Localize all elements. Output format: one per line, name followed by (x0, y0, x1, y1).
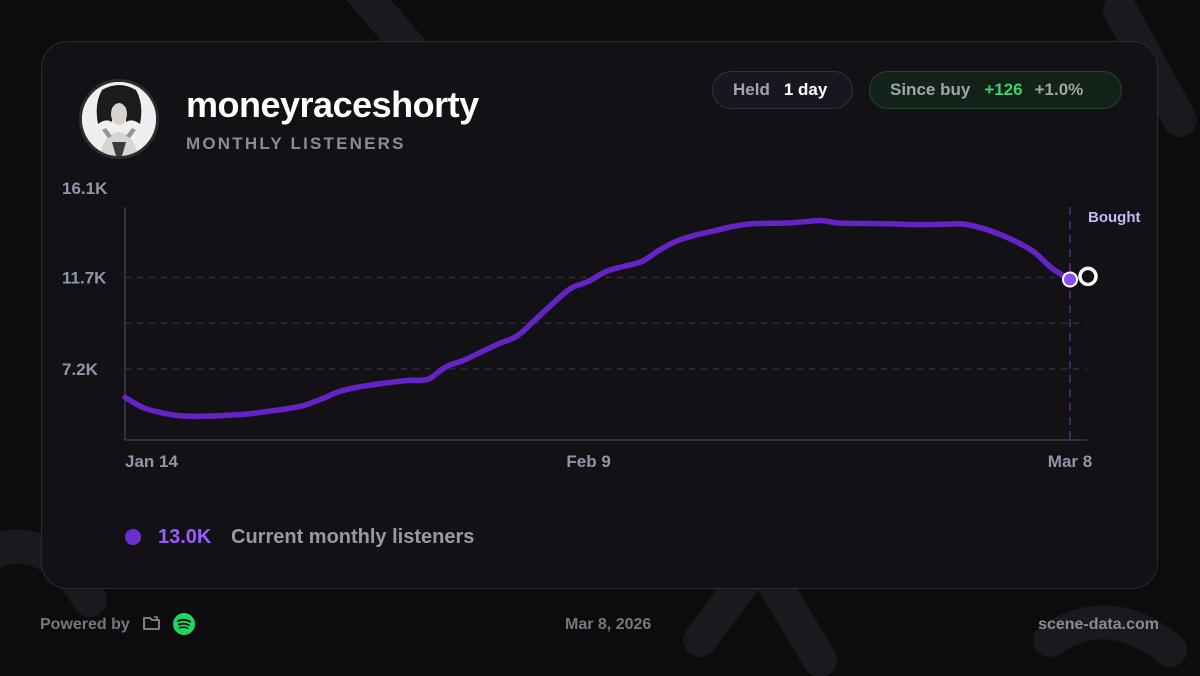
powered-by-label: Powered by (40, 616, 130, 633)
chart-card (41, 41, 1158, 589)
since-buy-label: Since buy (890, 80, 971, 99)
legend-label: Current monthly listeners (231, 526, 475, 548)
legend-value: 13.0K (158, 526, 212, 548)
held-badge: Held 1 day (712, 71, 853, 109)
held-value: 1 day (783, 80, 828, 99)
artist-photo (82, 82, 156, 156)
footer-date: Mar 8, 2026 (565, 616, 652, 633)
x-tick-label-0: Jan 14 (125, 452, 178, 471)
y-tick-label-0: 16.1K (62, 179, 108, 198)
held-label: Held (733, 80, 770, 99)
legend-dot (125, 529, 141, 545)
bought-marker-label: Bought (1088, 209, 1140, 226)
folder-icon (143, 616, 160, 630)
metric-subtitle: MONTHLY LISTENERS (186, 134, 406, 153)
since-buy-gain: +126 (984, 80, 1023, 99)
bought-point (1062, 271, 1078, 288)
y-tick-label-1: 11.7K (62, 268, 107, 287)
artist-name: moneyraceshorty (186, 84, 479, 125)
footer-site-link[interactable]: scene-data.com (1038, 616, 1159, 633)
current-point (1078, 266, 1098, 287)
since-buy-badge: Since buy +126 +1.0% (869, 71, 1122, 109)
x-tick-label-2: Mar 8 (1048, 452, 1092, 471)
y-tick-label-2: 7.2K (62, 360, 99, 379)
since-buy-percent: +1.0% (1034, 80, 1084, 99)
spotify-icon[interactable] (172, 612, 196, 636)
artist-avatar (79, 79, 159, 159)
x-tick-label-1: Feb 9 (566, 452, 610, 471)
series-line-0 (122, 217, 1073, 419)
